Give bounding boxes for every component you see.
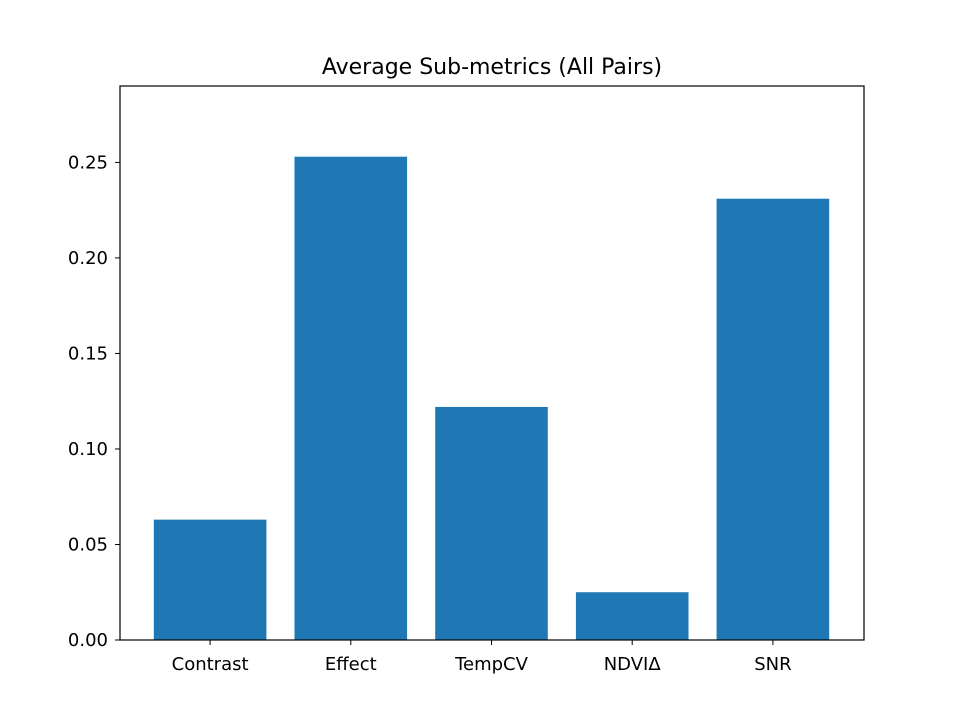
y-tick-label-3: 0.15 bbox=[68, 343, 108, 364]
chart-title: Average Sub-metrics (All Pairs) bbox=[322, 55, 662, 80]
y-tick-label-4: 0.20 bbox=[68, 248, 108, 269]
y-tick-label-2: 0.10 bbox=[68, 439, 108, 460]
x-tick-label-4: SNR bbox=[754, 654, 791, 675]
bar-3 bbox=[575, 592, 689, 640]
y-axis: 0.00 0.05 0.10 0.15 0.20 0.25 bbox=[68, 152, 120, 651]
x-tick-label-2: TempCV bbox=[454, 654, 529, 675]
bar-1 bbox=[294, 156, 408, 641]
x-axis: Contrast Effect TempCV NDVIΔ SNR bbox=[172, 640, 792, 675]
x-tick-label-0: Contrast bbox=[172, 654, 249, 675]
bars-group bbox=[153, 156, 830, 641]
x-tick-label-1: Effect bbox=[325, 654, 377, 675]
y-tick-label-0: 0.00 bbox=[68, 630, 108, 651]
bar-2 bbox=[435, 406, 548, 640]
plot-frame bbox=[119, 85, 865, 641]
y-tick-label-5: 0.25 bbox=[68, 152, 108, 173]
x-tick-label-3: NDVIΔ bbox=[604, 654, 662, 675]
bar-4 bbox=[716, 198, 830, 641]
bar-0 bbox=[153, 519, 267, 640]
y-tick-label-1: 0.05 bbox=[68, 534, 108, 555]
